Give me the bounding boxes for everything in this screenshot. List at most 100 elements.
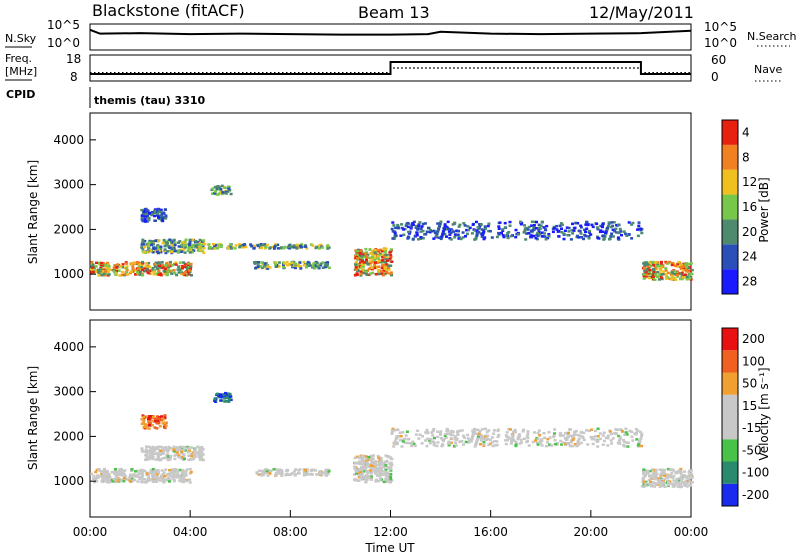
heatmap-cell	[166, 478, 170, 481]
heatmap-cell	[483, 427, 487, 431]
heatmap-cell	[174, 475, 178, 479]
heatmap-cell	[526, 430, 530, 433]
heatmap-cell	[685, 275, 689, 278]
heatmap-cell	[149, 249, 153, 252]
heatmap-cell	[459, 237, 463, 241]
heatmap-cell	[93, 477, 97, 481]
heatmap-cell	[622, 438, 625, 442]
heatmap-cell	[452, 230, 456, 233]
heatmap-cell	[361, 462, 365, 466]
heatmap-cell	[167, 476, 171, 479]
heatmap-cell	[140, 246, 144, 249]
heatmap-cell	[394, 226, 398, 230]
heatmap-cell	[690, 481, 694, 484]
heatmap-cell	[403, 441, 407, 444]
heatmap-cell	[159, 208, 163, 212]
heatmap-cell	[171, 476, 175, 480]
heatmap-cell	[553, 432, 556, 435]
heatmap-cell	[651, 475, 655, 478]
heatmap-cell	[147, 476, 151, 480]
heatmap-cell	[153, 214, 157, 218]
heatmap-cell	[354, 266, 358, 269]
heatmap-cell	[312, 262, 316, 265]
heatmap-cell	[198, 458, 202, 461]
heatmap-cell	[369, 464, 373, 467]
heatmap-cell	[274, 261, 278, 265]
heatmap-cell	[326, 244, 330, 247]
freq-panel-frame	[89, 54, 692, 82]
heatmap-cell	[145, 456, 149, 459]
heatmap-cell	[146, 415, 150, 418]
heatmap-cell	[274, 265, 278, 268]
heatmap-cell	[446, 220, 450, 224]
heatmap-cell	[366, 263, 370, 266]
heatmap-cell	[108, 475, 112, 478]
heatmap-cell	[443, 223, 447, 226]
heatmap-cell	[195, 244, 199, 247]
heatmap-cell	[357, 476, 361, 479]
heatmap-cell	[174, 468, 178, 471]
heatmap-cell	[108, 268, 112, 272]
heatmap-cell	[573, 442, 577, 446]
heatmap-cell	[187, 247, 191, 250]
heatmap-cell	[599, 229, 603, 232]
heatmap-cell	[443, 434, 447, 438]
heatmap-cell	[140, 214, 144, 217]
heatmap-cell	[177, 271, 181, 274]
heatmap-cell	[386, 455, 390, 459]
heatmap-cell	[373, 258, 377, 262]
heatmap-cell	[465, 232, 469, 236]
heatmap-cell	[688, 470, 692, 473]
heatmap-cell	[183, 244, 187, 247]
heatmap-cell	[112, 266, 116, 270]
heatmap-cell	[408, 232, 411, 235]
heatmap-cell	[636, 429, 640, 432]
heatmap-cell	[529, 229, 533, 232]
heatmap-cell	[526, 432, 530, 436]
heatmap-cell	[190, 458, 194, 461]
colorbar-segment	[722, 194, 738, 220]
heatmap-cell	[114, 264, 117, 267]
heatmap-cell	[560, 227, 563, 230]
heatmap-cell	[256, 265, 260, 268]
heatmap-cell	[440, 235, 444, 238]
heatmap-cell	[179, 477, 183, 480]
heatmap-cell	[686, 266, 690, 270]
heatmap-cell	[378, 474, 382, 478]
heatmap-cell	[602, 238, 606, 241]
heatmap-cell	[639, 227, 643, 230]
heatmap-cell	[192, 457, 196, 460]
heatmap-cell	[439, 237, 443, 241]
heatmap-cell	[368, 458, 372, 461]
heatmap-cell	[510, 440, 513, 443]
x-tick-label: 00:00	[674, 525, 709, 539]
heatmap-cell	[656, 265, 660, 268]
heatmap-cell	[648, 482, 652, 486]
heatmap-cell	[450, 229, 454, 232]
heatmap-cell	[188, 238, 192, 242]
heatmap-cell	[640, 432, 644, 436]
heatmap-cell	[514, 444, 518, 448]
heatmap-cell	[225, 396, 229, 400]
heatmap-cell	[314, 469, 318, 472]
heatmap-cell	[685, 268, 689, 271]
heatmap-cell	[229, 398, 233, 402]
heatmap-cell	[487, 443, 491, 447]
heatmap-cell	[553, 428, 557, 431]
heatmap-cell	[606, 434, 610, 437]
heatmap-cell	[156, 244, 160, 247]
heatmap-cell	[91, 270, 95, 274]
noise-panel-frame	[89, 23, 692, 51]
heatmap-cell	[577, 437, 581, 441]
heatmap-cell	[449, 238, 453, 241]
heatmap-cell	[474, 442, 478, 446]
heatmap-cell	[429, 438, 433, 441]
heatmap-cell	[311, 264, 315, 267]
heatmap-cell	[606, 444, 610, 447]
heatmap-cell	[150, 471, 154, 475]
heatmap-cell	[471, 429, 475, 433]
heatmap-cell	[115, 475, 119, 478]
x-tick-label: 08:00	[273, 525, 308, 539]
nave-line	[90, 67, 691, 74]
heatmap-cell	[417, 224, 421, 227]
